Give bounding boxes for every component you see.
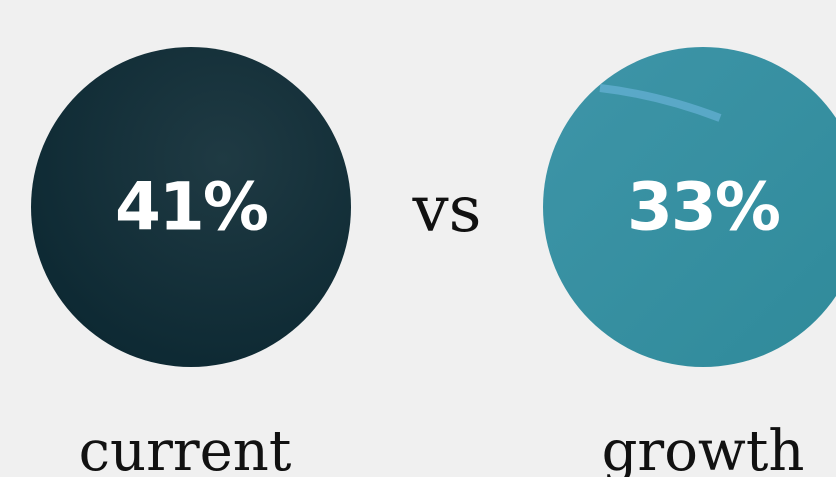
comparison: 41% 33% vs current growth xyxy=(0,0,836,477)
growth-value: 33% xyxy=(627,169,780,246)
current-value: 41% xyxy=(115,169,268,246)
separator: vs xyxy=(412,173,482,247)
growth-label: growth xyxy=(602,419,805,477)
current-label: current xyxy=(79,419,292,477)
